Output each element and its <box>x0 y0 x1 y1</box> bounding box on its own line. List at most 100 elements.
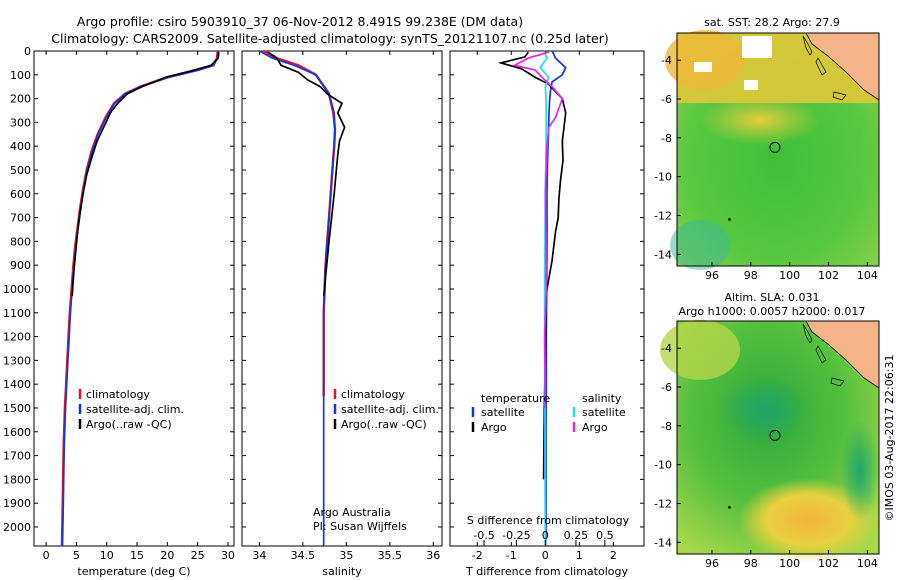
temp-legend-label: Argo(..raw -QC) <box>86 418 172 431</box>
diff-xlabel: T difference from climatology <box>465 565 628 578</box>
sla-island-1 <box>802 323 813 344</box>
diff-xtick-label: -1 <box>506 549 517 562</box>
diff-legend-temperature-title: temperature <box>481 392 550 405</box>
sla-map-title-line2: Argo h1000: 0.0057 h2000: 0.017 <box>679 305 866 318</box>
sla-island-3 <box>830 377 845 387</box>
sst-yellow-patch <box>700 95 820 145</box>
diff-xtick-label: 1 <box>576 549 583 562</box>
depth-tick-label: 1000 <box>3 283 31 296</box>
diff-xtick-label: 0 <box>542 549 549 562</box>
depth-tick-label: 1600 <box>3 426 31 439</box>
diff-xtick-label: -2 <box>472 549 483 562</box>
depth-tick-label: 300 <box>10 116 31 129</box>
sal-legend-label: satellite-adj. clim. <box>341 403 439 416</box>
sal-xtick-label: 35.5 <box>378 549 403 562</box>
sla-lon-label: 102 <box>818 557 839 570</box>
figure-title-line2: Climatology: CARS2009. Satellite-adjuste… <box>51 31 608 46</box>
depth-tick-label: 100 <box>10 69 31 82</box>
sst-island-2 <box>815 57 827 76</box>
diff-legend-label: Argo <box>582 421 608 434</box>
sla-yellowgreen-patch <box>660 320 740 380</box>
sal-xtick-label: 34.5 <box>291 549 316 562</box>
depth-tick-label: 200 <box>10 93 31 106</box>
sst-missing-1 <box>742 36 772 58</box>
sla-profile-marker <box>769 429 781 441</box>
diff-series-satellite <box>544 50 567 547</box>
sla-map-title-line1: Altim. SLA: 0.031 <box>724 291 819 304</box>
temp-series-argo <box>71 52 220 297</box>
sla-map-frame <box>676 320 880 555</box>
depth-tick-label: 1900 <box>3 497 31 510</box>
sst-lon-label: 102 <box>818 269 839 282</box>
sla-low-patch-2 <box>840 420 880 520</box>
salinity-panel: 34 34.5 35 35.5 36 salinity climatology satelli… <box>241 49 443 578</box>
sla-lon-label: 104 <box>857 557 878 570</box>
sst-profile-marker <box>769 141 781 153</box>
sla-lat-label: -4 <box>661 342 672 355</box>
sst-lon-label: 104 <box>857 269 878 282</box>
sla-lat-label: -6 <box>661 381 672 394</box>
depth-tick-label: 900 <box>10 259 31 272</box>
depth-tick-label: 0 <box>24 45 31 58</box>
salinity-annotation-institution: Argo Australia <box>313 506 391 519</box>
diff-legend-label: satellite <box>481 406 525 419</box>
diff-series-sal_argo <box>512 51 564 409</box>
sst-map: 96 98 100 102 104 -4 -6 -8 -10 -12 -14 <box>654 30 880 282</box>
depth-tick-label: 700 <box>10 212 31 225</box>
sst-warm-patch <box>665 30 745 90</box>
depth-tick-label: 500 <box>10 164 31 177</box>
sal-series-satellite <box>258 50 336 546</box>
depth-tick-label: 1500 <box>3 402 31 415</box>
sla-lon-label: 98 <box>744 557 758 570</box>
sla-lon-label: 100 <box>779 557 800 570</box>
diff-s-tick-label: 0 <box>542 529 549 542</box>
temp-legend-label: satellite-adj. clim. <box>86 403 184 416</box>
temp-xtick-label: 10 <box>100 549 114 562</box>
sst-island-3 <box>832 91 847 101</box>
diff-s-tick-label: 0.5 <box>596 529 614 542</box>
sla-island-2 <box>815 345 827 364</box>
sst-lat-label: -8 <box>661 132 672 145</box>
diff-s-tick-label: -0.25 <box>502 529 530 542</box>
imos-timestamp: ©IMOS 03-Aug-2017 22:06:31 <box>883 355 896 522</box>
sla-low-patch <box>720 375 810 445</box>
temp-legend-label: climatology <box>86 388 150 401</box>
sst-map-frame <box>676 32 880 267</box>
temp-xtick-label: 25 <box>191 549 205 562</box>
depth-tick-label: 1800 <box>3 473 31 486</box>
temperature-panel: 0100200300400500600700800900100011001200… <box>3 45 235 578</box>
sal-xtick-label: 35 <box>339 549 353 562</box>
difference-panel: -2 -1 0 1 2 T difference from climatology temp… <box>449 50 645 578</box>
sst-lat-label: -10 <box>654 171 672 184</box>
depth-tick-label: 800 <box>10 235 31 248</box>
sst-lat-label: -14 <box>654 248 672 261</box>
temp-xtick-label: 5 <box>73 549 80 562</box>
depth-tick-label: 1400 <box>3 378 31 391</box>
sal-legend-label: Argo(..raw -QC) <box>341 418 427 431</box>
sst-lon-label: 96 <box>705 269 719 282</box>
sst-lat-label: -4 <box>661 54 672 67</box>
depth-tick-label: 1200 <box>3 331 31 344</box>
sla-lon-label: 96 <box>705 557 719 570</box>
diff-legend-label: satellite <box>582 406 626 419</box>
temp-xtick-label: 20 <box>160 549 174 562</box>
salinity-annotation-pi: PI: Susan Wijffels <box>313 520 407 533</box>
sst-lat-label: -12 <box>654 210 672 223</box>
sal-xtick-label: 34 <box>252 549 266 562</box>
sla-float-dot <box>728 506 731 509</box>
depth-tick-label: 1300 <box>3 354 31 367</box>
temp-xtick-label: 30 <box>221 549 235 562</box>
sla-map: 96 98 100 102 104 -4 -6 -8 -10 -12 -14 <box>654 320 880 570</box>
sla-lat-label: -8 <box>661 420 672 433</box>
diff-legend-label: Argo <box>481 421 507 434</box>
sst-missing-3 <box>744 80 758 90</box>
diff-legend-salinity-title: salinity <box>582 392 622 405</box>
sal-xlabel: salinity <box>322 565 362 578</box>
sal-series-argo <box>267 51 346 297</box>
sst-teal-patch <box>670 220 730 270</box>
sal-frame <box>241 50 443 547</box>
sst-missing-2 <box>694 62 712 72</box>
depth-tick-label: 600 <box>10 188 31 201</box>
sst-map-title: sat. SST: 28.2 Argo: 27.9 <box>704 16 840 29</box>
sal-legend-label: climatology <box>341 388 405 401</box>
